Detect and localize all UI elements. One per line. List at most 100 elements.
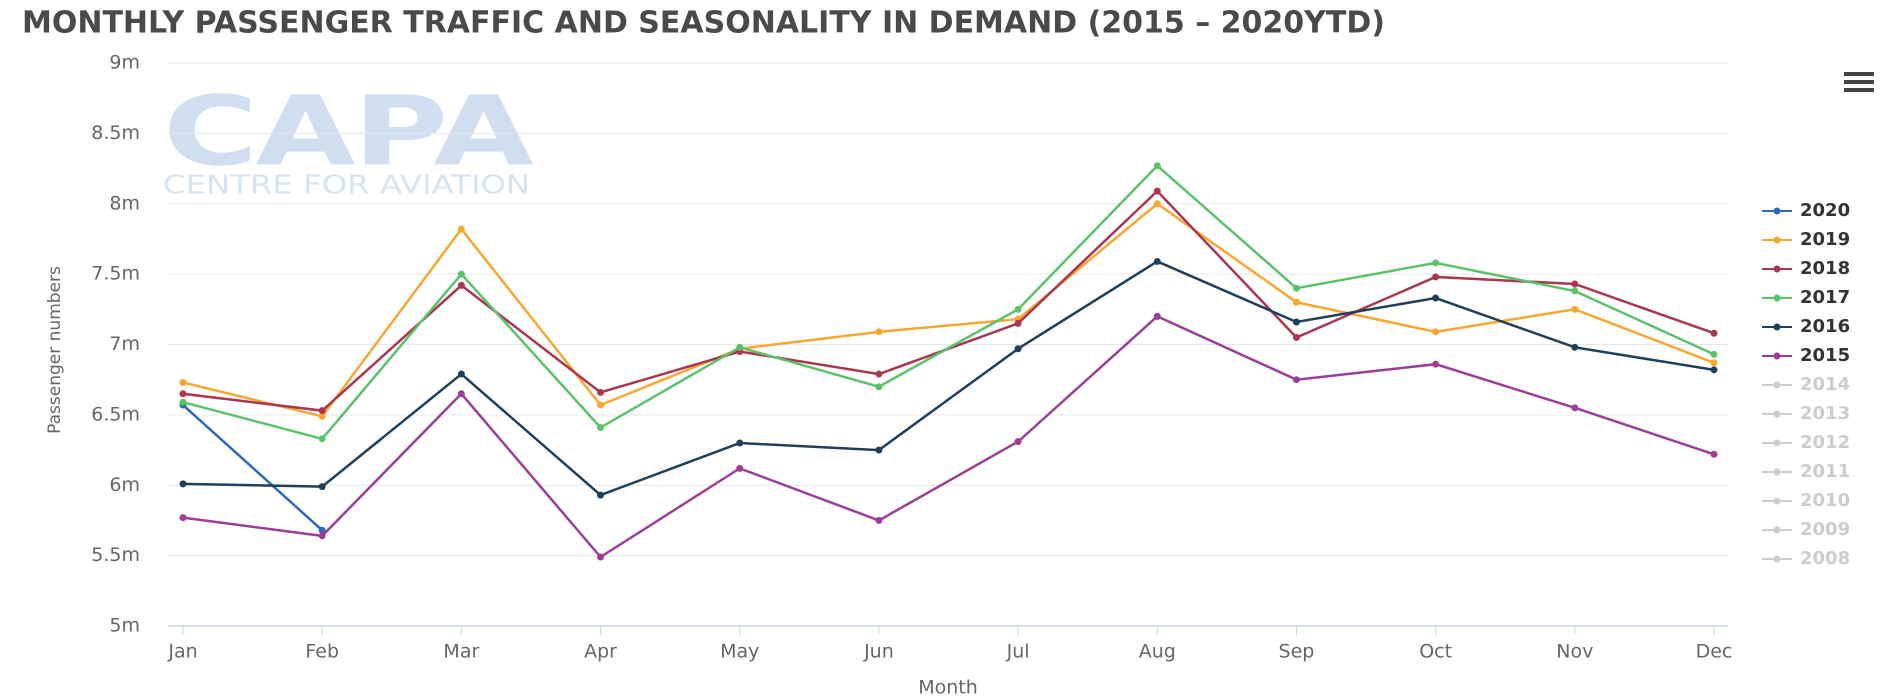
point [1710,359,1718,367]
legend-label: 2014 [1800,374,1850,395]
series-line [182,202,1715,418]
series-line [182,404,324,532]
legend-marker [1773,526,1781,534]
y-axis-title: Passenger numbers [45,266,65,434]
legend-item[interactable]: 2011 [1762,461,1850,482]
point [736,439,744,447]
point [1432,328,1440,336]
point [736,343,744,351]
legend-item[interactable]: 2008 [1762,548,1850,569]
point [1292,376,1300,384]
legend-marker [1773,323,1781,331]
point [875,328,883,336]
point [1014,319,1022,327]
point [179,480,187,488]
point [1710,450,1718,458]
legend-item[interactable]: 2017 [1762,287,1850,308]
point [457,225,465,233]
point [318,412,326,420]
point [318,532,326,540]
chart-title: MONTHLY PASSENGER TRAFFIC AND SEASONALIT… [22,6,1385,41]
legend-marker [1773,381,1781,389]
legend-item[interactable]: 2013 [1762,403,1850,424]
point [179,390,187,398]
menu-bar[interactable] [1844,72,1874,76]
point [1153,257,1161,265]
x-tick-label: Aug [1139,641,1176,663]
point [1571,343,1579,351]
legend-item[interactable]: 2009 [1762,519,1850,540]
y-tick-label: 5m [109,615,140,637]
legend-label: 2012 [1800,432,1850,453]
point [318,526,326,534]
point [1153,312,1161,320]
y-tick-label: 6.5m [91,403,140,425]
legend-label: 2017 [1800,287,1850,308]
legend-item[interactable]: 2016 [1762,316,1850,337]
x-axis-title: Month [918,677,978,699]
point [1432,294,1440,302]
legend-item[interactable]: 2018 [1762,258,1850,279]
point [318,483,326,491]
point [1014,345,1022,353]
point [457,370,465,378]
point [318,407,326,415]
legend-marker [1773,468,1781,476]
legend-marker [1773,439,1781,447]
point [179,379,187,387]
menu-button[interactable] [1844,72,1874,92]
x-tick-label: Mar [443,641,479,663]
menu-bar[interactable] [1844,88,1874,92]
series-line [182,164,1715,441]
watermark-subtitle: CENTRE FOR AVIATION [163,171,530,201]
x-tick-label: Sep [1279,641,1315,663]
legend-label: 2009 [1800,519,1850,540]
point [1432,259,1440,267]
point [597,388,605,396]
x-tick-label: Nov [1556,641,1593,663]
series-line [182,314,1715,559]
point [179,514,187,522]
legend-label: 2019 [1800,229,1850,250]
legend-label: 2013 [1800,403,1850,424]
legend-item[interactable]: 2015 [1762,345,1850,366]
point [1571,287,1579,295]
legend-item[interactable]: 2019 [1762,229,1850,250]
legend-item[interactable]: 2010 [1762,490,1850,511]
legend-marker [1773,555,1781,563]
point [736,464,744,472]
legend-label: 2018 [1800,258,1850,279]
menu-bar[interactable] [1844,80,1874,84]
series-line [182,260,1715,497]
x-tick-label: Jul [1006,641,1030,663]
point [1571,404,1579,412]
point [1432,360,1440,368]
point [1292,318,1300,326]
legend-label: 2011 [1800,461,1850,482]
legend-label: 2020 [1800,200,1850,221]
x-tick-label: Jan [167,641,197,663]
point [1153,162,1161,170]
legend-label: 2008 [1800,548,1850,569]
point [875,446,883,454]
point [597,424,605,432]
x-tick-label: Feb [305,641,339,663]
point [1710,329,1718,337]
legend-label: 2015 [1800,345,1850,366]
legend-marker [1773,294,1781,302]
legend-item[interactable]: 2020 [1762,200,1850,221]
y-tick-label: 8m [109,192,140,214]
legend-item[interactable]: 2014 [1762,374,1850,395]
legend-item[interactable]: 2012 [1762,432,1850,453]
y-tick-label: 5.5m [91,544,140,566]
x-tick-label: May [720,641,759,663]
point [457,281,465,289]
point [1153,200,1161,208]
y-tick-label: 9m [109,52,140,74]
point [875,383,883,391]
point [1710,366,1718,374]
point [1014,438,1022,446]
point [875,516,883,524]
x-tick-label: Oct [1419,641,1452,663]
